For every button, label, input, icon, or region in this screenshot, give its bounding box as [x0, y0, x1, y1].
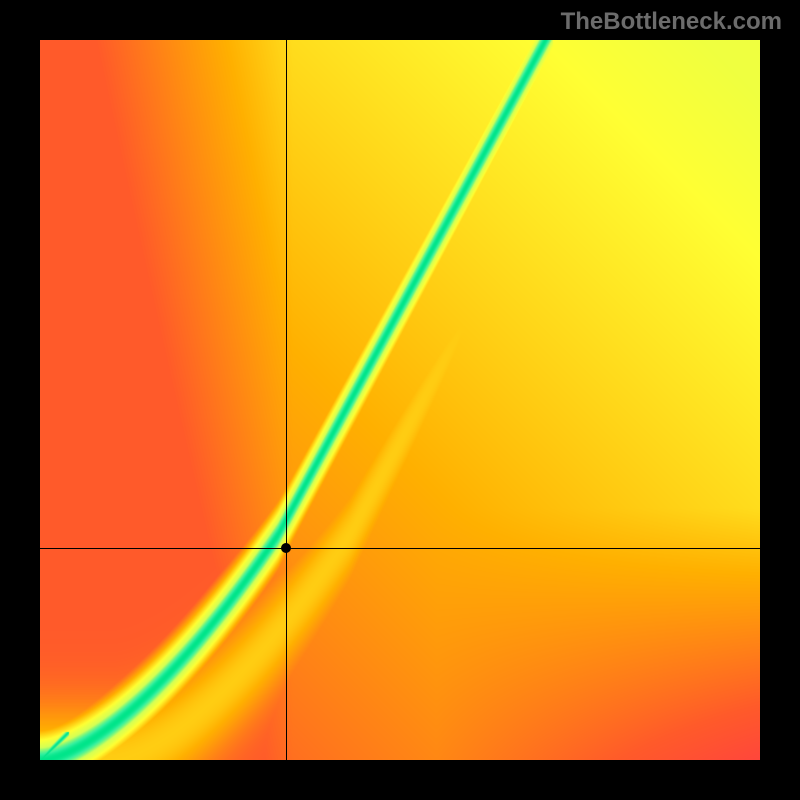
crosshair-horizontal — [40, 548, 760, 549]
watermark-text: TheBottleneck.com — [561, 8, 782, 36]
crosshair-vertical — [286, 40, 287, 760]
selection-marker-dot — [281, 543, 291, 553]
bottleneck-heatmap — [40, 40, 760, 760]
heatmap-canvas — [40, 40, 760, 760]
